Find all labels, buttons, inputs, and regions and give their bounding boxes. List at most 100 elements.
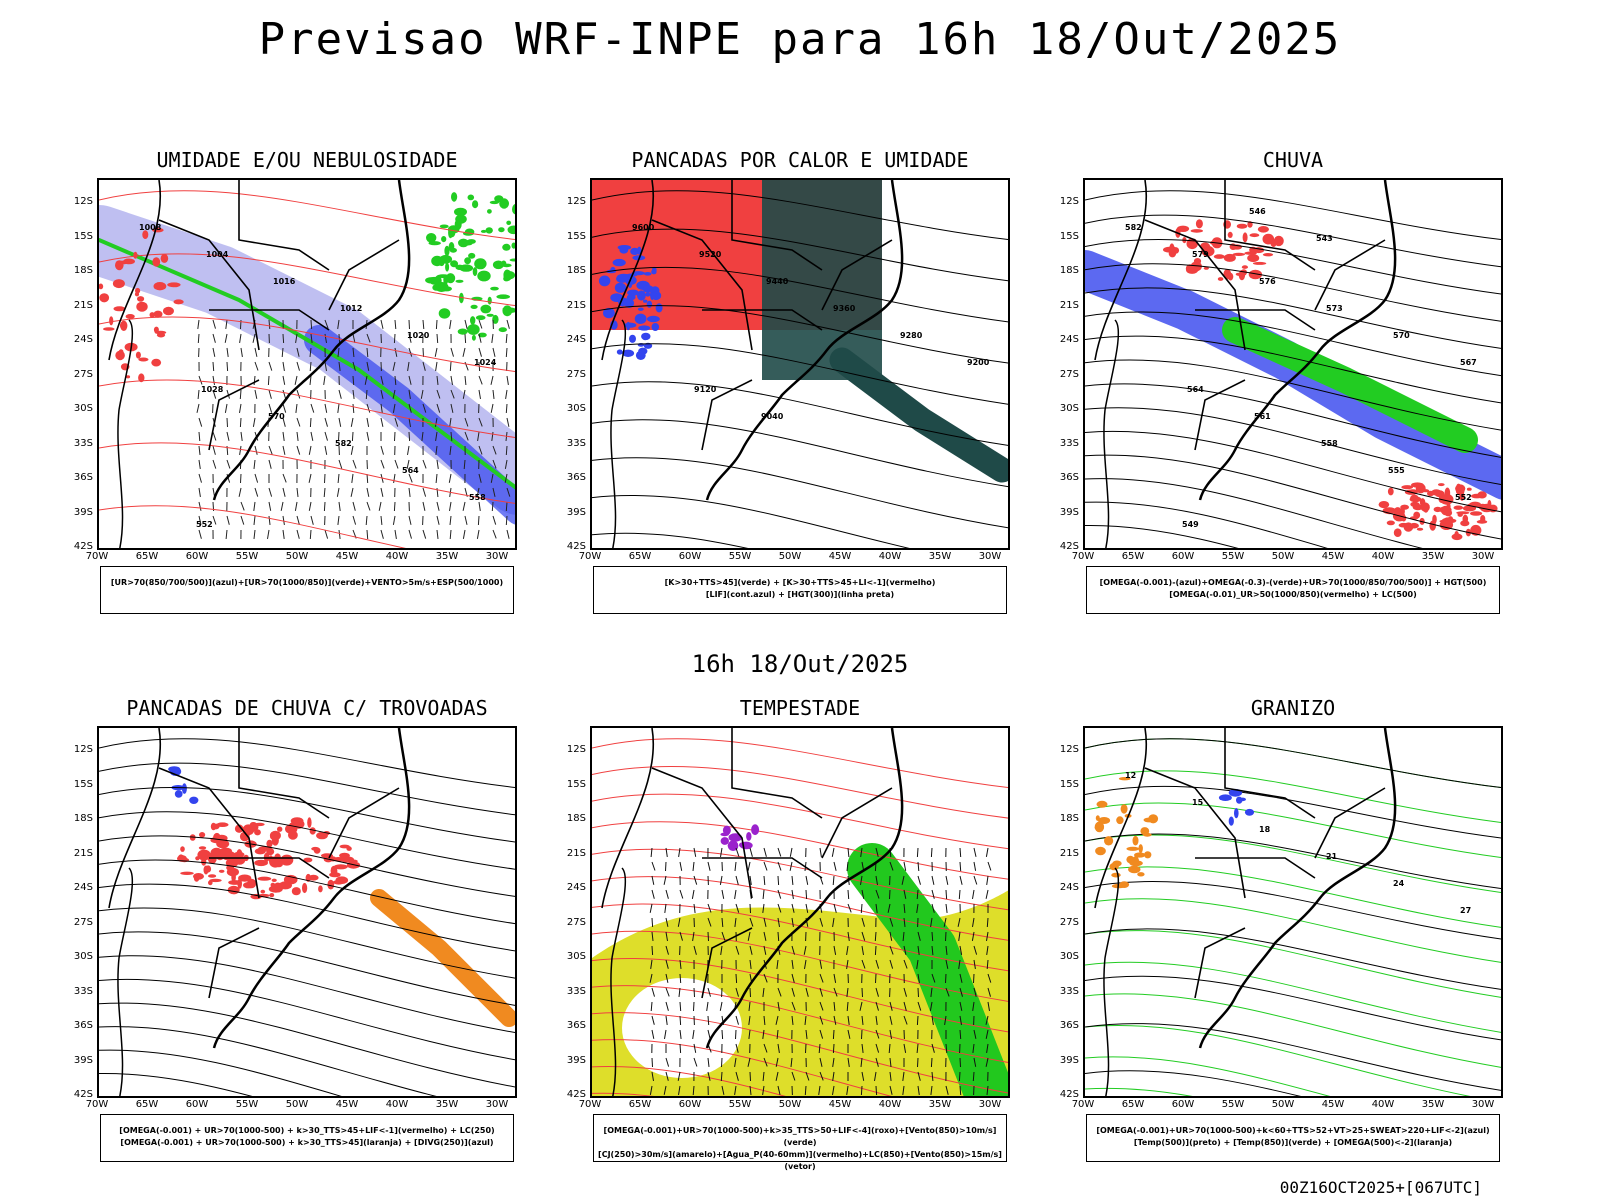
panel-title: CHUVA xyxy=(1262,148,1324,172)
lat-tick-label: 21S xyxy=(1059,847,1079,859)
lon-tick-label: 65W xyxy=(135,551,159,562)
lat-tick-label: 36S xyxy=(73,472,93,483)
isoline-labels: 1008 1004 1016 1012 1020 1024 1028 570 582 564 558… xyxy=(139,223,497,529)
lat-tick-label: 18S xyxy=(1059,265,1079,276)
omega-green-area xyxy=(1222,317,1478,453)
legend-line: [LIF](cont.azul) + [HGT(300)](linha pret… xyxy=(705,590,895,599)
thunder-orange-area xyxy=(370,889,515,1027)
lat-tick-label: 33S xyxy=(73,985,93,997)
coastline-borders xyxy=(601,728,904,1096)
lat-tick-label: 12S xyxy=(1059,196,1079,207)
panel-title: GRANIZO xyxy=(1250,696,1336,720)
coastline-borders xyxy=(108,180,411,548)
isoline-labels: 9600 9520 9440 9360 9280 9200 9120 9040 xyxy=(632,223,990,421)
lc250-streamlines xyxy=(99,738,515,1096)
isoline-label: 18 xyxy=(1259,825,1271,834)
isoline-label: 1020 xyxy=(407,331,430,340)
divg-blue-marks xyxy=(168,766,199,804)
omega500-orange-marks xyxy=(1094,777,1159,889)
isoline-label: 27 xyxy=(1460,906,1471,915)
isoline-label: 12 xyxy=(1125,771,1136,780)
lat-tick-label: 18S xyxy=(73,265,93,276)
rain-red-area xyxy=(1378,482,1498,541)
lat-tick-label: 27S xyxy=(566,368,586,380)
hgt300-contours xyxy=(592,190,1008,548)
lon-tick-label: 60W xyxy=(678,1099,702,1110)
legend-line: [CJ(250)>30m/s](amarelo)+[Agua_P(40-60mm… xyxy=(598,1150,1002,1171)
lon-tick-label: 40W xyxy=(1371,1099,1395,1110)
isoline-label: 558 xyxy=(1321,439,1338,448)
lon-tick-label: 55W xyxy=(728,551,752,562)
lat-tick-label: 27S xyxy=(1059,368,1079,380)
lat-tick-label: 21S xyxy=(566,299,586,311)
lat-tick-label: 33S xyxy=(1059,985,1079,997)
lat-tick-label: 21S xyxy=(1059,299,1079,311)
isoline-label: 558 xyxy=(469,493,486,502)
lat-tick-label: 27S xyxy=(566,916,586,928)
run-timestamp: 00Z16OCT2025+[067UTC] xyxy=(1279,1178,1482,1197)
lon-tick-label: 35W xyxy=(928,1099,952,1110)
lat-tick-label: 39S xyxy=(1059,506,1079,518)
lat-tick-label: 33S xyxy=(1059,437,1079,449)
lat-tick-label: 12S xyxy=(73,744,93,755)
lat-tick-label: 30S xyxy=(566,951,586,962)
lon-tick-label: 55W xyxy=(1221,1099,1245,1110)
temp500-black-contours xyxy=(1085,738,1501,1096)
lon-tick-label: 35W xyxy=(435,551,459,562)
lon-tick-label: 70W xyxy=(578,551,602,562)
lat-tick-label: 15S xyxy=(566,778,586,790)
legend-line: [UR>70(850/700/500)](azul)+[UR>70(1000/8… xyxy=(110,578,504,587)
isoline-label: 1028 xyxy=(201,385,224,394)
lat-tick-label: 18S xyxy=(73,813,93,824)
coastline-borders xyxy=(601,180,904,548)
isoline-label: 1016 xyxy=(273,277,296,286)
isoline-label: 543 xyxy=(1316,234,1333,243)
hgt500-contours xyxy=(1085,190,1501,548)
lat-tick-label: 18S xyxy=(566,813,586,824)
lon-tick-label: 45W xyxy=(335,1099,359,1110)
map-canvas: 9600 9520 9440 9360 9280 9200 9120 9040 xyxy=(592,180,1008,548)
isoline-label: 582 xyxy=(1125,223,1142,232)
lat-tick-label: 24S xyxy=(73,334,93,345)
legend-line: [OMEGA(-0.01)_UR>50(1000/850)(vermelho) … xyxy=(1169,590,1417,599)
lat-tick-label: 15S xyxy=(1059,230,1079,242)
lon-tick-label: 55W xyxy=(235,551,259,562)
map-panel-5 xyxy=(590,726,1010,1098)
lat-tick-label: 27S xyxy=(1059,916,1079,928)
lat-tick-label: 12S xyxy=(566,196,586,207)
main-title: Previsao WRF-INPE para 16h 18/Out/2025 xyxy=(258,14,1342,65)
lon-tick-label: 70W xyxy=(578,1099,602,1110)
panel-legend: [K>30+TTS>45](verde) + [K>30+TTS>45+LI<-… xyxy=(593,566,1007,614)
thickness-dashed-lines xyxy=(99,190,515,548)
lat-tick-label: 15S xyxy=(1059,778,1079,790)
isoline-labels: 582 579 576 573 570 567 564 561 558 555 552 549 546 5… xyxy=(1125,207,1477,529)
isoline-label: 9040 xyxy=(761,412,784,421)
isoline-label: 9280 xyxy=(900,331,923,340)
lat-tick-label: 24S xyxy=(1059,334,1079,345)
isoline-label: 1008 xyxy=(139,223,162,232)
legend-line: [OMEGA(-0.001)+UR>70(1000-500)+k<60+TTS>… xyxy=(1096,1126,1490,1135)
lon-tick-label: 35W xyxy=(1421,551,1445,562)
lat-tick-label: 42S xyxy=(73,1089,93,1100)
panel-legend: [OMEGA(-0.001)-(azul)+OMEGA(-0.3)-(verde… xyxy=(1086,566,1500,614)
isoline-label: 549 xyxy=(1182,520,1199,529)
isoline-label: 564 xyxy=(402,466,419,475)
map-panel-1: 1008 1004 1016 1012 1020 1024 1028 570 582 564 558… xyxy=(97,178,517,550)
map-panel-6: 12 15 18 21 24 27 xyxy=(1083,726,1503,1098)
lon-tick-label: 60W xyxy=(1171,551,1195,562)
lon-tick-label: 45W xyxy=(828,1099,852,1110)
panel-legend: [OMEGA(-0.001)+UR>70(1000-500)+k>35_TTS>… xyxy=(593,1114,1007,1171)
wind850-vectors xyxy=(649,847,992,1096)
coastline-borders xyxy=(108,728,411,1096)
lon-tick-label: 60W xyxy=(1171,1099,1195,1110)
panel-title: PANCADAS POR CALOR E UMIDADE xyxy=(631,148,969,172)
lat-tick-label: 24S xyxy=(566,334,586,345)
lat-tick-label: 42S xyxy=(73,541,93,552)
lat-tick-label: 39S xyxy=(73,506,93,518)
lat-tick-label: 33S xyxy=(566,985,586,997)
lon-tick-label: 70W xyxy=(85,551,109,562)
panel-title: PANCADAS DE CHUVA C/ TROVOADAS xyxy=(126,696,488,720)
isoline-label: 579 xyxy=(1192,250,1209,259)
isoline-label: 570 xyxy=(268,412,285,421)
teal-band xyxy=(829,347,1008,483)
